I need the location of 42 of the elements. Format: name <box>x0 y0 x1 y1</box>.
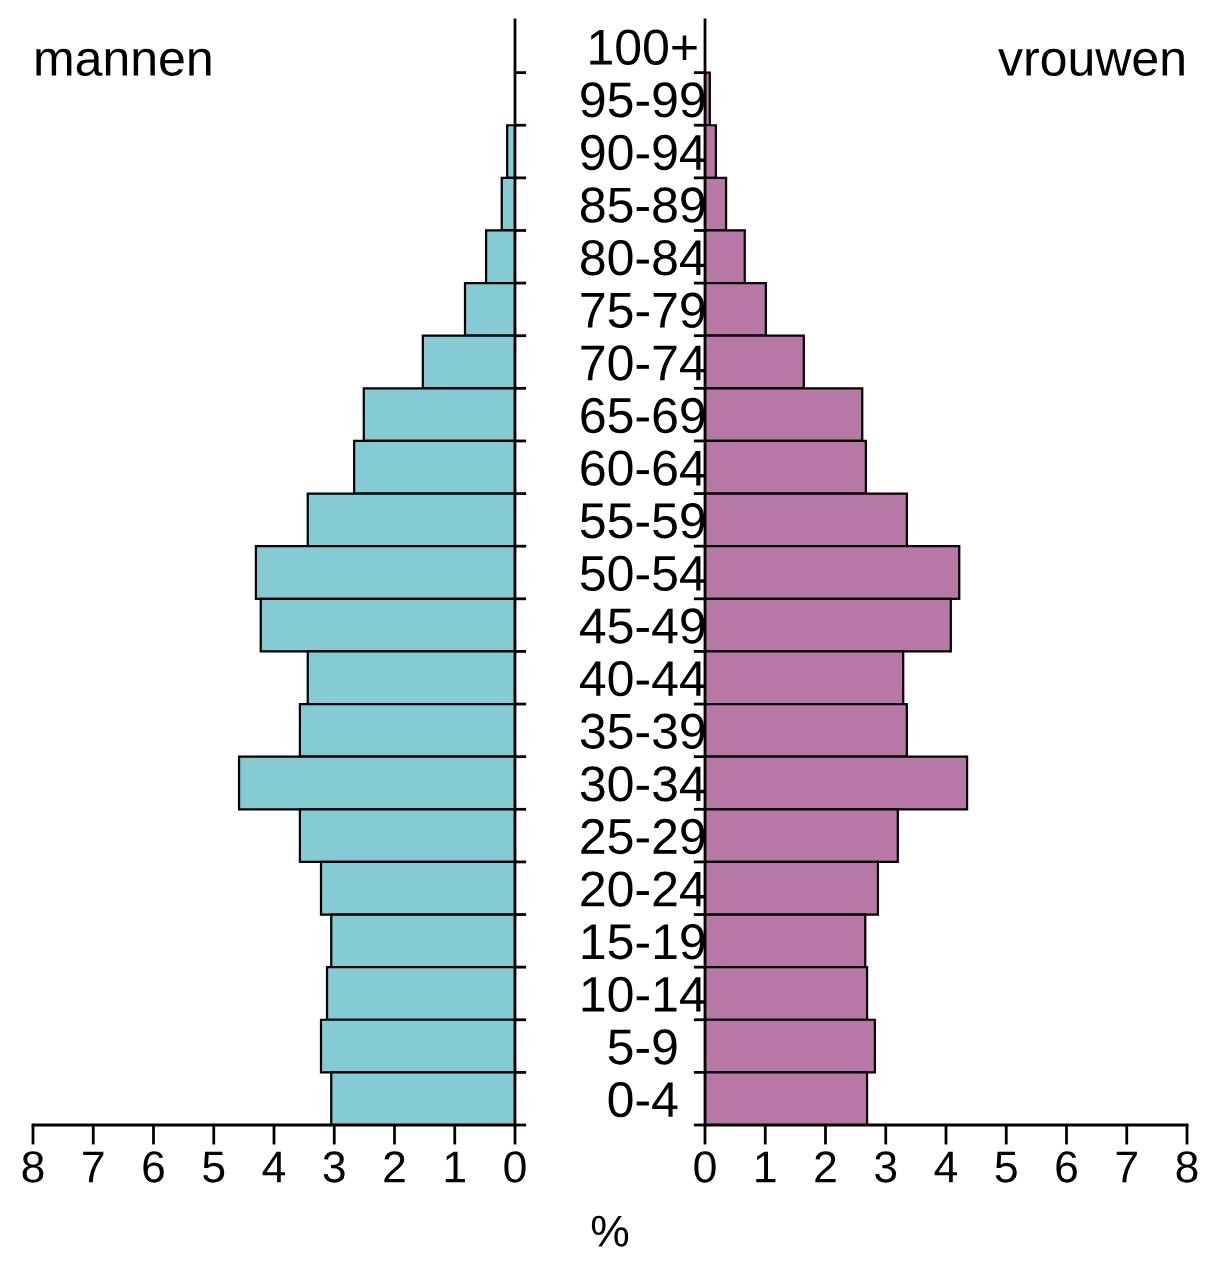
x-tick-label: 5 <box>203 1151 225 1183</box>
x-tick-label: 7 <box>1116 1151 1137 1183</box>
x-tick-label: 2 <box>815 1151 836 1183</box>
y-tick-label: 55-59 <box>580 503 705 539</box>
x-tick-label: 3 <box>323 1151 345 1183</box>
y-tick-label: 100+ <box>590 29 697 65</box>
y-tick-label: 25-29 <box>581 818 705 855</box>
y-tick-label: 60-64 <box>581 450 706 486</box>
x-tick-label: 6 <box>143 1151 164 1183</box>
x-tick-label: 8 <box>1176 1151 1198 1183</box>
chart-title: vrouwen <box>998 48 1184 77</box>
y-tick-label: 80-84 <box>581 239 706 276</box>
x-tick-label: 3 <box>875 1151 897 1183</box>
x-tick-label: 0 <box>504 1151 526 1183</box>
y-tick-label: 95-99 <box>581 82 705 118</box>
chart-title: mannen <box>36 48 211 77</box>
y-tick-label: 35-39 <box>580 713 705 749</box>
y-tick-label: 5-9 <box>608 1029 677 1065</box>
y-tick-label: 40-44 <box>579 660 706 697</box>
x-tick-label: 6 <box>1056 1151 1077 1183</box>
y-tick-label: 90-94 <box>581 134 706 171</box>
x-tick-label: 0 <box>694 1151 716 1183</box>
y-tick-label: 65-69 <box>581 397 705 434</box>
y-tick-label: 15-19 <box>582 924 705 960</box>
x-tick-label: 4 <box>262 1151 286 1183</box>
x-tick-label: 8 <box>22 1151 44 1183</box>
y-tick-label: 0-4 <box>608 1081 678 1118</box>
y-tick-label: 70-74 <box>581 345 706 381</box>
y-tick-label: 10-14 <box>582 976 706 1013</box>
x-tick-label: 5 <box>995 1151 1017 1183</box>
y-tick-label: 20-24 <box>581 871 706 907</box>
y-tick-label: 50-54 <box>580 555 706 592</box>
y-tick-label: 30-34 <box>580 766 706 802</box>
y-tick-label: 85-89 <box>581 187 705 223</box>
x-tick-label: 7 <box>83 1151 104 1183</box>
x-tick-label: 1 <box>756 1151 776 1183</box>
x-tick-label: 2 <box>384 1151 405 1183</box>
y-tick-label: 75-79 <box>581 292 705 329</box>
text: % <box>591 1215 629 1247</box>
x-tick-label: 1 <box>445 1151 465 1183</box>
y-tick-label: 45-49 <box>579 608 705 644</box>
x-tick-label: 4 <box>934 1151 958 1183</box>
